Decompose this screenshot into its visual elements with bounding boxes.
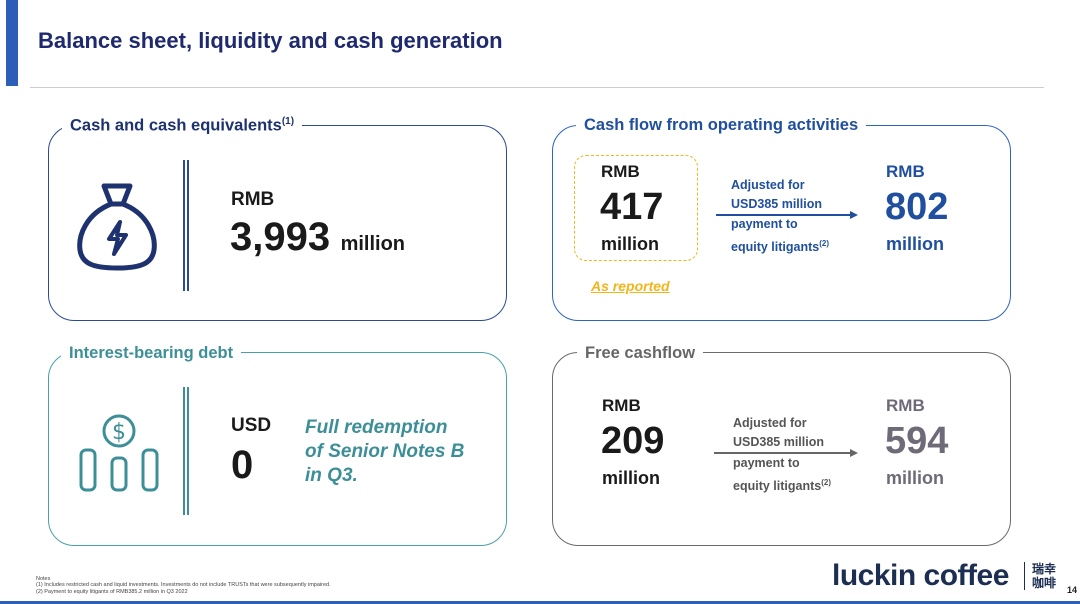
fcf-arrow (714, 452, 850, 454)
svg-text:$: $ (112, 420, 126, 445)
logo-cn-line2: 咖啡 (1032, 576, 1057, 590)
ops-adjust-line2: USD385 million (731, 197, 822, 211)
logo-cn-line1: 瑞幸 (1032, 562, 1057, 576)
page-title: Balance sheet, liquidity and cash genera… (38, 28, 503, 53)
debt-panel-title: Interest-bearing debt (61, 344, 242, 363)
reported-highlight-box (574, 155, 698, 261)
cashflow-ops-panel-title: Cash flow from operating activities (576, 116, 867, 135)
fcf-adjusted-unit: million (886, 468, 944, 488)
cash-panel-title-text: Cash and cash equivalents (70, 116, 282, 135)
cash-amount-value: 3,993 (230, 215, 331, 259)
ops-adjusted-amount: 802 (885, 186, 949, 228)
ops-adjust-line1: Adjusted for (731, 178, 805, 192)
footnote-ref: (1) (281, 116, 295, 127)
logo-divider (1024, 562, 1025, 590)
ops-adjusted-unit: million (886, 234, 944, 254)
ops-adjust-text-lower: payment to equity litigants(2) (731, 215, 829, 257)
fcf-arrow-head (850, 449, 858, 457)
accent-bar (6, 0, 18, 86)
ops-adjust-line4: equity litigants (731, 240, 820, 255)
note-1: (1) Includes restricted cash and liquid … (36, 582, 331, 589)
fcf-reported-currency: RMB (602, 396, 641, 415)
logo-chinese-text: 瑞幸 咖啡 (1032, 562, 1056, 590)
fcf-adjusted-amount: 594 (885, 420, 949, 462)
footnotes: Notes (1) Includes restricted cash and l… (36, 576, 331, 595)
money-bag-lightning-icon (76, 180, 158, 272)
fcf-adjust-line3: payment to (733, 456, 800, 470)
fcf-adjust-text-lower: payment to equity litigants(2) (733, 454, 831, 496)
page-number: 14 (1067, 585, 1078, 595)
fcf-reported-unit: million (602, 468, 660, 488)
fcf-adjusted-currency: RMB (886, 396, 925, 415)
fcf-adjust-line1: Adjusted for (733, 416, 807, 430)
cash-panel-title: Cash and cash equivalents(1) (62, 116, 303, 136)
ops-reported-currency: RMB (601, 162, 640, 181)
ops-adjust-text: Adjusted for USD385 million (731, 176, 822, 214)
coin-stacks-icon: $ (78, 412, 160, 494)
cash-amount: 3,993 million (230, 215, 405, 260)
note-2: (2) Payment to equity litigants of RMB38… (36, 588, 188, 595)
debt-note-line1: Full redemption (305, 417, 448, 438)
ops-adjust-line3: payment to (731, 217, 798, 231)
divider-line (183, 160, 189, 291)
fcf-adjust-line2: USD385 million (733, 435, 824, 449)
ops-adjusted-currency: RMB (886, 162, 925, 181)
fcf-adjust-line4: equity litigants (733, 479, 822, 494)
luckin-coffee-logo: luckin coffee (832, 559, 1009, 592)
debt-amount: 0 (231, 443, 254, 487)
fcf-panel-title: Free cashflow (577, 344, 704, 363)
divider-line (183, 387, 189, 515)
ops-reported-amount: 417 (600, 186, 664, 228)
ops-arrow (716, 214, 850, 216)
debt-note: Full redemption of Senior Notes B in Q3. (305, 416, 464, 488)
cash-amount-unit: million (340, 233, 406, 255)
fcf-reported-amount: 209 (601, 420, 665, 462)
cash-currency: RMB (231, 189, 275, 210)
footnote-ref: (2) (819, 239, 829, 248)
debt-note-line2: of Senior Notes B (305, 441, 465, 462)
ops-arrow-head (850, 211, 858, 219)
debt-note-line3: in Q3. (305, 465, 358, 486)
bottom-accent-bar (0, 601, 1080, 604)
footnote-ref: (2) (821, 478, 831, 487)
debt-currency: USD (231, 415, 272, 436)
fcf-panel (552, 352, 1011, 546)
title-divider (30, 87, 1044, 88)
fcf-adjust-text: Adjusted for USD385 million (733, 414, 824, 452)
as-reported-caption: As reported (591, 278, 670, 294)
notes-title: Notes (36, 576, 51, 582)
debt-panel (48, 352, 507, 546)
ops-reported-unit: million (601, 234, 659, 254)
